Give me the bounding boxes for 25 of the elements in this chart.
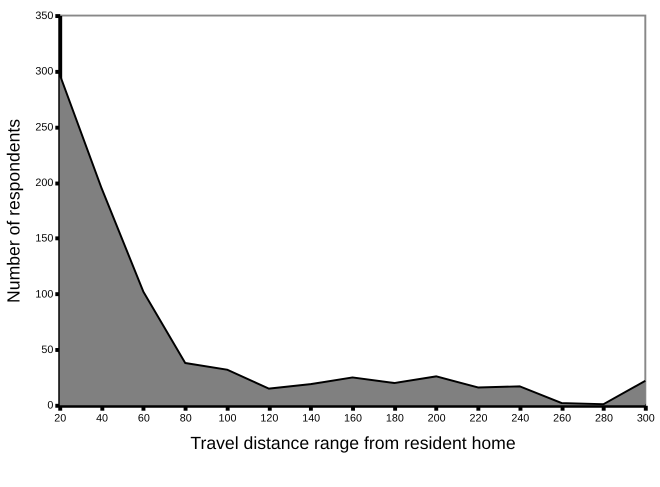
x-tick-label: 80 xyxy=(180,412,192,424)
y-tick-label: 200 xyxy=(35,177,54,190)
x-axis-title: Travel distance range from resident home xyxy=(190,432,516,453)
x-tick-label: 300 xyxy=(636,412,655,424)
y-tick-label: 150 xyxy=(35,232,54,245)
x-tick-label: 260 xyxy=(553,412,572,424)
y-tick-label: 250 xyxy=(35,121,54,134)
x-tick-label: 160 xyxy=(344,412,362,424)
y-axis-title: Number of respondents xyxy=(4,118,24,303)
y-tick-label: 300 xyxy=(35,66,54,78)
x-tick-label: 60 xyxy=(138,412,150,424)
x-tick-label: 240 xyxy=(511,412,530,424)
x-tick-label: 280 xyxy=(594,412,613,424)
x-tick-label: 100 xyxy=(218,412,237,424)
x-tick-label: 40 xyxy=(96,412,108,424)
x-tick-label: 220 xyxy=(470,412,488,424)
y-tick-label: 350 xyxy=(35,10,54,22)
x-tick-label: 140 xyxy=(302,412,320,424)
y-tick-label: 0 xyxy=(47,400,54,412)
x-tick-label: 180 xyxy=(386,412,404,424)
x-tick-label: 120 xyxy=(260,412,278,424)
y-tick-label: 50 xyxy=(41,344,54,356)
x-tick-label: 20 xyxy=(54,412,66,424)
x-tick-label: 200 xyxy=(428,412,446,424)
y-tick-label: 100 xyxy=(35,288,54,300)
